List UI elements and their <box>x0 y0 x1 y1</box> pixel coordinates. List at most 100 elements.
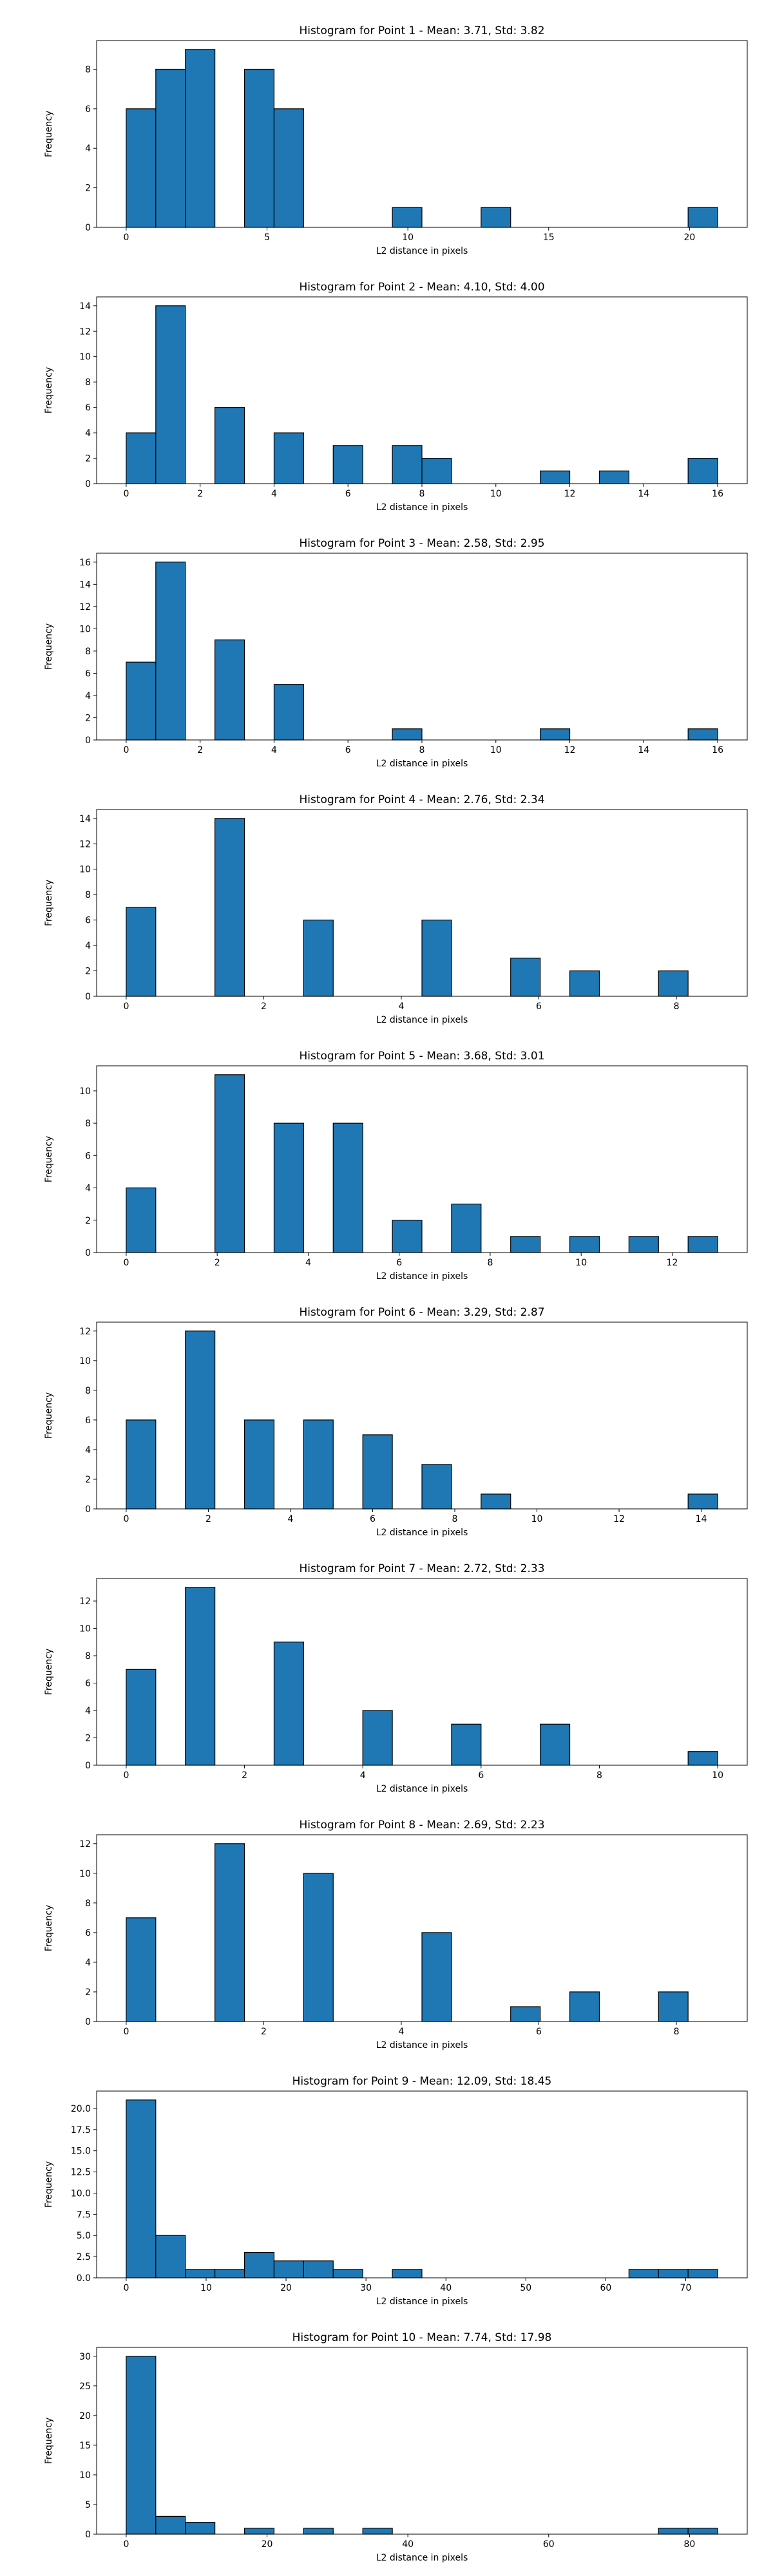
y-tick-label: 12 <box>79 1327 91 1337</box>
histogram-bar <box>126 907 157 997</box>
x-tick-label: 8 <box>419 489 425 499</box>
y-tick-label: 10 <box>79 624 91 634</box>
histogram-bar <box>687 2269 718 2278</box>
plot-frame <box>96 2347 748 2535</box>
histogram-bar <box>215 1074 245 1253</box>
histogram-bar <box>687 457 718 484</box>
histogram-bar <box>481 207 511 228</box>
histogram-bar <box>303 920 334 997</box>
histogram-panel-8: Histogram for Point 8 - Mean: 2.69, Std:… <box>44 1819 748 2050</box>
histogram-bar <box>481 1493 511 1510</box>
x-tick-label: 4 <box>360 1770 366 1781</box>
y-tick-label: 15.0 <box>71 2146 91 2157</box>
histogram-bar <box>155 2235 186 2278</box>
x-tick-label: 0 <box>123 2027 129 2037</box>
plot-frame <box>96 1578 748 1766</box>
y-tick-label: 6 <box>85 1416 91 1426</box>
histogram-bar <box>155 305 186 484</box>
x-axis-label: L2 distance in pixels <box>376 246 468 256</box>
histogram-bar <box>687 207 718 228</box>
y-tick-label: 12.5 <box>71 2168 91 2178</box>
histogram-bar <box>303 1873 334 2022</box>
x-axis-label: L2 distance in pixels <box>376 1015 468 1025</box>
histogram-bar <box>687 2528 718 2535</box>
histogram-bar <box>392 445 423 484</box>
x-axis-label: L2 distance in pixels <box>376 2553 468 2563</box>
histogram-bar <box>243 1419 275 1510</box>
x-tick-label: 8 <box>596 1770 602 1781</box>
histogram-bar <box>332 1122 363 1253</box>
histogram-bar <box>421 1932 452 2022</box>
x-axis-label: L2 distance in pixels <box>376 1784 468 1794</box>
histogram-bar <box>273 108 304 228</box>
y-tick-label: 10 <box>79 2470 91 2481</box>
x-axis-label: L2 distance in pixels <box>376 502 468 513</box>
x-tick-label: 4 <box>271 745 277 755</box>
histogram-bar <box>215 2269 245 2278</box>
histogram-bar <box>126 108 157 228</box>
x-tick-label: 6 <box>345 745 351 755</box>
y-tick-label: 25 <box>79 2382 91 2392</box>
y-axis-label: Frequency <box>44 880 54 926</box>
y-tick-label: 0 <box>85 223 91 233</box>
y-tick-label: 2 <box>85 1475 91 1485</box>
x-tick-label: 30 <box>360 2283 372 2293</box>
y-tick-label: 4 <box>85 1706 91 1716</box>
histogram-bar <box>126 432 157 484</box>
chart-title: Histogram for Point 6 - Mean: 3.29, Std:… <box>299 1306 544 1319</box>
y-tick-label: 2 <box>85 1216 91 1226</box>
x-tick-label: 2 <box>197 489 203 499</box>
histogram-bar <box>362 2528 393 2535</box>
histogram-bar <box>658 1991 689 2022</box>
y-axis-label: Frequency <box>44 2161 54 2208</box>
y-tick-label: 8 <box>85 1119 91 1129</box>
histogram-bar <box>332 2269 363 2278</box>
x-tick-label: 60 <box>600 2283 611 2293</box>
histogram-bar <box>243 68 275 228</box>
y-tick-label: 16 <box>79 558 91 568</box>
y-tick-label: 8 <box>85 647 91 657</box>
y-tick-label: 14 <box>79 814 91 824</box>
x-tick-label: 14 <box>696 1514 707 1524</box>
x-tick-label: 6 <box>345 489 351 499</box>
y-tick-label: 20 <box>79 2411 91 2421</box>
x-tick-label: 12 <box>564 745 576 755</box>
y-tick-label: 30 <box>79 2352 91 2362</box>
chart-title: Histogram for Point 4 - Mean: 2.76, Std:… <box>299 793 544 806</box>
plot-frame <box>96 1834 748 2022</box>
y-tick-label: 10 <box>79 352 91 363</box>
y-tick-label: 4 <box>85 428 91 439</box>
x-tick-label: 0 <box>123 489 129 499</box>
y-tick-label: 8 <box>85 377 91 388</box>
y-tick-label: 12 <box>79 1839 91 1850</box>
x-tick-label: 6 <box>536 1001 542 1012</box>
histogram-bar <box>126 1917 157 2022</box>
y-tick-label: 4 <box>85 1184 91 1194</box>
histogram-bar <box>273 2260 304 2278</box>
x-tick-label: 8 <box>674 2027 680 2037</box>
histogram-bar <box>569 970 600 997</box>
plot-frame <box>96 809 748 997</box>
x-tick-label: 4 <box>287 1514 293 1524</box>
y-tick-label: 0.0 <box>77 2273 91 2284</box>
histogram-bar <box>392 1220 423 1253</box>
x-tick-label: 5 <box>264 232 270 243</box>
y-tick-label: 14 <box>79 301 91 312</box>
x-tick-label: 0 <box>123 2539 129 2550</box>
y-tick-label: 2 <box>85 713 91 723</box>
x-tick-label: 10 <box>200 2283 212 2293</box>
x-tick-label: 0 <box>123 745 129 755</box>
x-tick-label: 4 <box>399 1001 405 1012</box>
y-tick-label: 0 <box>85 1248 91 1258</box>
x-tick-label: 10 <box>712 1770 723 1781</box>
y-tick-label: 6 <box>85 668 91 679</box>
histogram-bar <box>303 2260 334 2278</box>
x-tick-label: 20 <box>262 2539 273 2550</box>
plot-frame <box>96 2090 748 2278</box>
histogram-bar <box>628 2269 659 2278</box>
y-tick-label: 0 <box>85 479 91 489</box>
histogram-bar <box>628 1236 659 1253</box>
x-tick-label: 8 <box>487 1258 493 1268</box>
histogram-bar <box>332 445 363 484</box>
x-tick-label: 14 <box>638 745 649 755</box>
